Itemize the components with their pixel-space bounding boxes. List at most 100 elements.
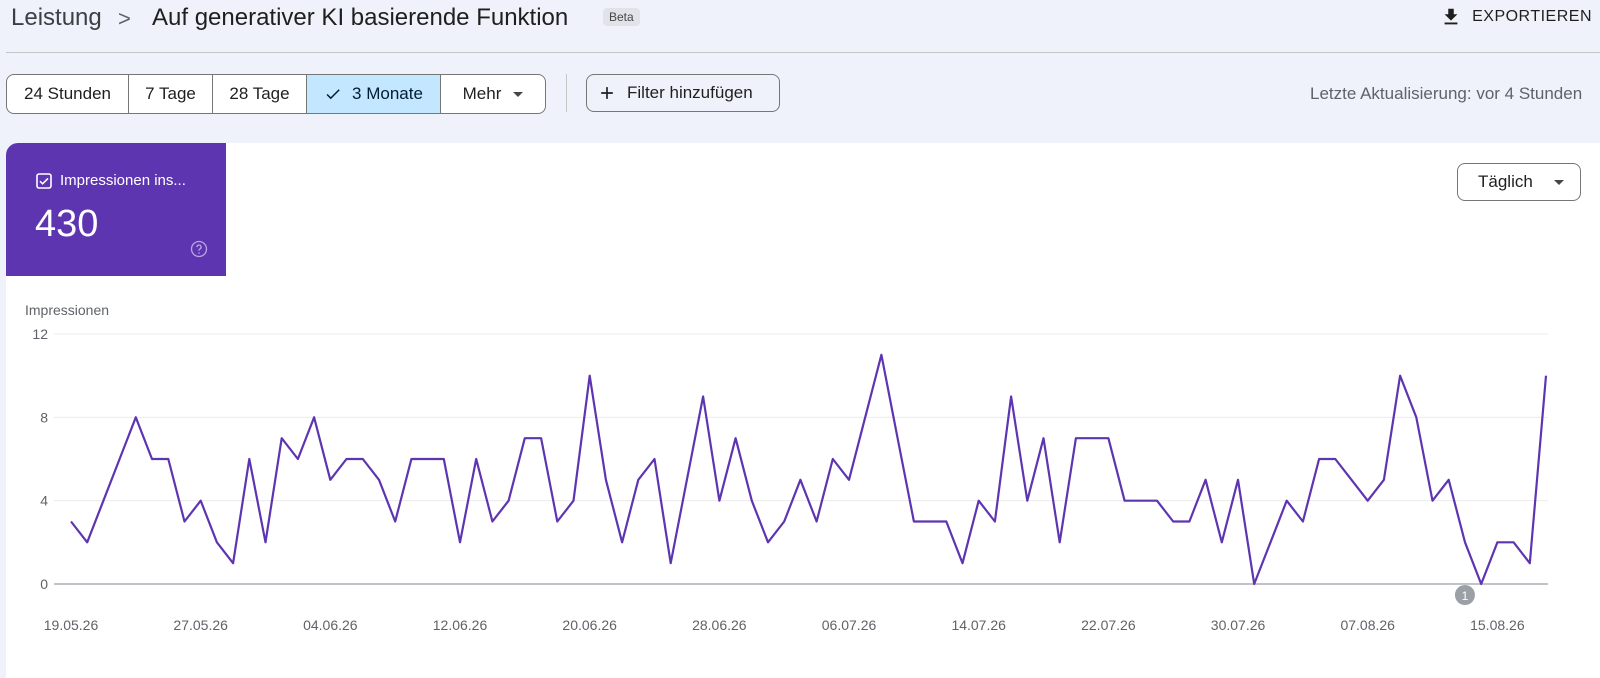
data-point[interactable]	[1154, 498, 1160, 504]
data-point[interactable]	[1041, 435, 1047, 441]
data-point[interactable]	[992, 519, 998, 525]
data-point[interactable]	[1008, 394, 1014, 400]
help-icon[interactable]	[190, 240, 208, 258]
range-28-days-button[interactable]: 28 Tage	[213, 75, 307, 113]
data-point[interactable]	[408, 456, 414, 462]
data-point[interactable]	[100, 498, 106, 504]
data-point[interactable]	[68, 519, 74, 525]
data-point[interactable]	[473, 456, 479, 462]
data-point[interactable]	[181, 519, 187, 525]
data-point[interactable]	[668, 560, 674, 566]
data-point[interactable]	[522, 435, 528, 441]
range-7-days-button[interactable]: 7 Tage	[129, 75, 213, 113]
data-point[interactable]	[344, 456, 350, 462]
data-point[interactable]	[554, 519, 560, 525]
granularity-dropdown[interactable]: Täglich	[1457, 163, 1581, 201]
data-point[interactable]	[1413, 414, 1419, 420]
data-point[interactable]	[1024, 498, 1030, 504]
data-point[interactable]	[295, 456, 301, 462]
data-point[interactable]	[1348, 477, 1354, 483]
data-point[interactable]	[506, 498, 512, 504]
data-point[interactable]	[1332, 456, 1338, 462]
data-point[interactable]	[263, 539, 269, 545]
data-point[interactable]	[603, 477, 609, 483]
data-point[interactable]	[895, 435, 901, 441]
data-point[interactable]	[878, 352, 884, 358]
data-point[interactable]	[733, 435, 739, 441]
metric-tile-impressions[interactable]: Impressionen ins... 430	[6, 143, 226, 276]
export-button[interactable]: EXPORTIEREN	[1440, 2, 1592, 32]
checkbox-checked-icon[interactable]	[36, 173, 52, 189]
data-point[interactable]	[1446, 477, 1452, 483]
data-point[interactable]	[311, 414, 317, 420]
data-point[interactable]	[1073, 435, 1079, 441]
data-point[interactable]	[84, 539, 90, 545]
data-point[interactable]	[1251, 581, 1257, 587]
data-point[interactable]	[214, 539, 220, 545]
data-point[interactable]	[1186, 519, 1192, 525]
data-point[interactable]	[927, 519, 933, 525]
data-point[interactable]	[862, 414, 868, 420]
data-point[interactable]	[441, 456, 447, 462]
data-point[interactable]	[392, 519, 398, 525]
data-point[interactable]	[619, 539, 625, 545]
data-point[interactable]	[198, 498, 204, 504]
data-point[interactable]	[425, 456, 431, 462]
data-point[interactable]	[133, 414, 139, 420]
data-point[interactable]	[1122, 498, 1128, 504]
range-3-months-button[interactable]: 3 Monate	[307, 75, 441, 113]
data-point[interactable]	[489, 519, 495, 525]
data-point[interactable]	[749, 498, 755, 504]
range-more-dropdown[interactable]: Mehr	[441, 75, 545, 113]
data-point[interactable]	[1494, 539, 1500, 545]
data-point[interactable]	[1057, 539, 1063, 545]
data-point[interactable]	[911, 519, 917, 525]
data-point[interactable]	[360, 456, 366, 462]
add-filter-button[interactable]: Filter hinzufügen	[586, 74, 780, 112]
data-point[interactable]	[716, 498, 722, 504]
data-point[interactable]	[1300, 519, 1306, 525]
data-point[interactable]	[1089, 435, 1095, 441]
data-point[interactable]	[1365, 498, 1371, 504]
data-point[interactable]	[635, 477, 641, 483]
data-point[interactable]	[781, 519, 787, 525]
data-point[interactable]	[1316, 456, 1322, 462]
data-point[interactable]	[1381, 477, 1387, 483]
annotation-marker[interactable]	[1454, 585, 1475, 605]
data-point[interactable]	[587, 373, 593, 379]
data-point[interactable]	[1105, 435, 1111, 441]
data-point[interactable]	[230, 560, 236, 566]
data-point[interactable]	[1284, 498, 1290, 504]
data-point[interactable]	[246, 456, 252, 462]
data-point[interactable]	[1219, 539, 1225, 545]
data-point[interactable]	[830, 456, 836, 462]
data-point[interactable]	[652, 456, 658, 462]
data-point[interactable]	[1478, 581, 1484, 587]
data-point[interactable]	[959, 560, 965, 566]
data-point[interactable]	[1397, 373, 1403, 379]
data-point[interactable]	[1235, 477, 1241, 483]
data-point[interactable]	[1430, 498, 1436, 504]
data-point[interactable]	[1203, 477, 1209, 483]
data-point[interactable]	[1138, 498, 1144, 504]
range-24-hours-button[interactable]: 24 Stunden	[7, 75, 129, 113]
data-point[interactable]	[1462, 539, 1468, 545]
data-point[interactable]	[117, 456, 123, 462]
data-point[interactable]	[1527, 560, 1533, 566]
data-point[interactable]	[1267, 539, 1273, 545]
data-point[interactable]	[279, 435, 285, 441]
data-point[interactable]	[1543, 373, 1549, 379]
data-point[interactable]	[684, 477, 690, 483]
data-point[interactable]	[943, 519, 949, 525]
data-point[interactable]	[797, 477, 803, 483]
data-point[interactable]	[570, 498, 576, 504]
data-point[interactable]	[1170, 519, 1176, 525]
data-point[interactable]	[165, 456, 171, 462]
data-point[interactable]	[700, 394, 706, 400]
data-point[interactable]	[846, 477, 852, 483]
data-point[interactable]	[327, 477, 333, 483]
breadcrumb-leistung[interactable]: Leistung	[11, 4, 102, 31]
data-point[interactable]	[976, 498, 982, 504]
data-point[interactable]	[814, 519, 820, 525]
data-point[interactable]	[457, 539, 463, 545]
